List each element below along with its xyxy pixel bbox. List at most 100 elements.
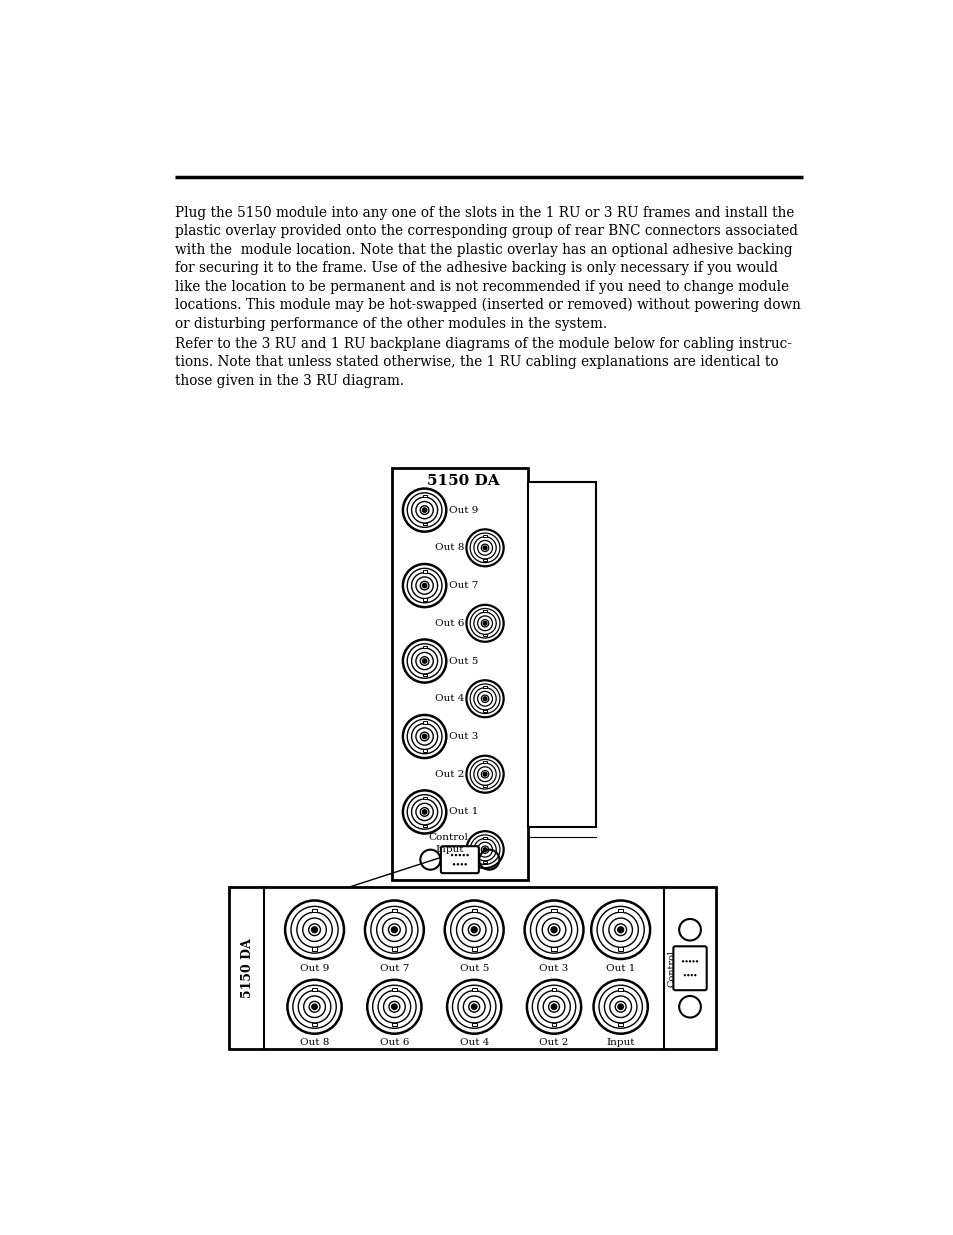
Text: Out 7: Out 7	[379, 963, 409, 973]
Bar	[551, 988, 556, 990]
Text: Out 1: Out 1	[605, 963, 635, 973]
Circle shape	[695, 960, 698, 962]
Bar	[312, 947, 316, 951]
Circle shape	[482, 772, 486, 776]
Circle shape	[462, 853, 464, 856]
Circle shape	[422, 735, 426, 739]
Bar	[312, 1023, 316, 1026]
Circle shape	[551, 1004, 557, 1009]
Bar	[483, 610, 486, 613]
Bar	[422, 646, 426, 648]
Circle shape	[686, 974, 689, 977]
Circle shape	[684, 960, 687, 962]
Circle shape	[453, 863, 455, 866]
Circle shape	[422, 583, 426, 588]
Bar	[422, 522, 426, 525]
Text: Control: Control	[428, 832, 468, 842]
Bar	[392, 988, 396, 990]
Circle shape	[466, 853, 468, 856]
Circle shape	[422, 508, 426, 513]
Circle shape	[456, 863, 458, 866]
Bar	[392, 468, 527, 879]
Bar	[422, 750, 426, 752]
Bar	[618, 1023, 622, 1026]
FancyBboxPatch shape	[440, 846, 478, 873]
FancyBboxPatch shape	[673, 946, 706, 990]
Circle shape	[482, 697, 486, 700]
Bar	[483, 710, 486, 711]
Bar	[471, 947, 476, 951]
Text: Out 4: Out 4	[435, 694, 464, 703]
Circle shape	[455, 853, 456, 856]
Text: Control: Control	[667, 950, 676, 987]
Text: Out 5: Out 5	[448, 657, 477, 666]
Circle shape	[451, 853, 453, 856]
Circle shape	[422, 810, 426, 814]
Circle shape	[471, 1004, 476, 1009]
Bar	[422, 721, 426, 724]
Text: Out 9: Out 9	[299, 963, 329, 973]
Bar	[472, 1023, 476, 1026]
Bar	[618, 909, 622, 913]
Circle shape	[482, 546, 486, 550]
Text: 5150 DA: 5150 DA	[240, 939, 253, 998]
Bar	[312, 988, 316, 990]
Text: Out 6: Out 6	[435, 619, 464, 627]
Bar	[471, 909, 476, 913]
Circle shape	[458, 853, 460, 856]
Bar	[551, 1023, 556, 1026]
Text: Out 8: Out 8	[435, 543, 464, 552]
Bar	[392, 909, 396, 913]
Text: Out 7: Out 7	[448, 580, 477, 590]
Circle shape	[460, 863, 462, 866]
Text: Out 9: Out 9	[448, 505, 477, 515]
Circle shape	[690, 974, 692, 977]
Text: Out 8: Out 8	[299, 1039, 329, 1047]
Circle shape	[692, 960, 694, 962]
Bar	[483, 761, 486, 763]
Bar	[483, 535, 486, 537]
Circle shape	[312, 1004, 317, 1009]
Circle shape	[618, 1004, 622, 1009]
Bar	[527, 482, 596, 827]
Circle shape	[694, 974, 696, 977]
Circle shape	[551, 926, 557, 932]
Circle shape	[482, 847, 486, 851]
Text: Out 3: Out 3	[448, 732, 477, 741]
Bar	[483, 785, 486, 788]
Text: Out 5: Out 5	[459, 963, 488, 973]
Bar	[422, 825, 426, 827]
Bar	[483, 558, 486, 561]
Bar	[422, 495, 426, 498]
Circle shape	[464, 863, 466, 866]
Circle shape	[391, 926, 396, 932]
Text: Out 4: Out 4	[459, 1039, 488, 1047]
Bar	[472, 988, 476, 990]
Text: Refer to the 3 RU and 1 RU backplane diagrams of the module below for cabling in: Refer to the 3 RU and 1 RU backplane dia…	[174, 337, 791, 388]
Bar	[551, 947, 557, 951]
Bar	[392, 947, 396, 951]
Bar	[483, 685, 486, 688]
Bar	[422, 674, 426, 677]
Bar	[229, 888, 716, 1049]
Text: Out 2: Out 2	[435, 769, 464, 779]
Bar	[551, 909, 557, 913]
Bar	[618, 988, 622, 990]
Text: Out 1: Out 1	[448, 808, 477, 816]
Circle shape	[482, 621, 486, 625]
Circle shape	[471, 926, 476, 932]
Circle shape	[312, 926, 317, 932]
Bar	[618, 947, 622, 951]
Circle shape	[422, 658, 426, 663]
Text: Input: Input	[436, 845, 464, 855]
Bar	[422, 797, 426, 799]
Text: Out 6: Out 6	[379, 1039, 409, 1047]
Circle shape	[688, 960, 691, 962]
Bar	[422, 598, 426, 601]
Circle shape	[618, 926, 623, 932]
Circle shape	[392, 1004, 396, 1009]
Circle shape	[683, 974, 685, 977]
Text: Out 2: Out 2	[538, 1039, 568, 1047]
Text: Input: Input	[606, 1039, 635, 1047]
Bar	[483, 635, 486, 636]
